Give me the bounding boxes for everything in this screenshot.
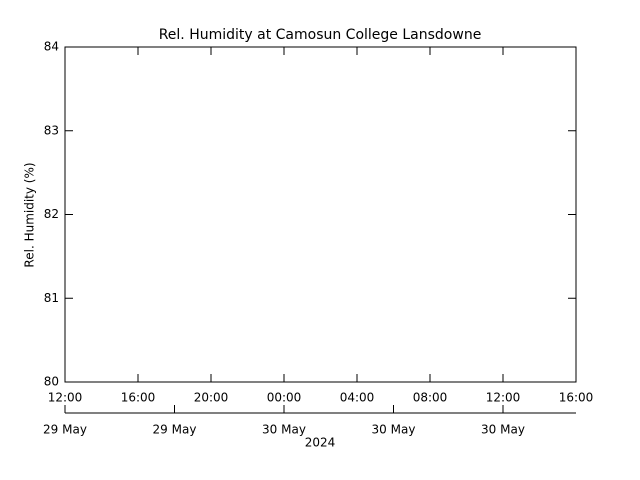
x-tick-label: 12:00	[486, 391, 521, 405]
x-tick-label: 04:00	[340, 391, 375, 405]
y-tick-label: 81	[44, 291, 59, 305]
x-tick-label: 16:00	[559, 391, 594, 405]
day-tick-label: 29 May	[43, 423, 87, 437]
x-tick-label: 00:00	[267, 391, 302, 405]
day-tick-label: 29 May	[153, 423, 197, 437]
x-tick-label: 20:00	[194, 391, 229, 405]
day-tick-label: 30 May	[262, 423, 306, 437]
chart-title: Rel. Humidity at Camosun College Lansdow…	[159, 27, 482, 43]
y-axis-label: Rel. Humidity (%)	[23, 162, 37, 267]
day-tick-label: 30 May	[372, 423, 416, 437]
y-tick-label: 84	[44, 40, 59, 54]
day-tick-label: 30 May	[481, 423, 525, 437]
x-axis-label: 2024	[305, 436, 336, 450]
y-tick-label: 80	[44, 375, 59, 389]
x-tick-label: 16:00	[121, 391, 156, 405]
x-tick-label: 08:00	[413, 391, 448, 405]
y-tick-label: 82	[44, 207, 59, 221]
x-tick-label: 12:00	[48, 391, 83, 405]
y-tick-label: 83	[44, 123, 59, 137]
